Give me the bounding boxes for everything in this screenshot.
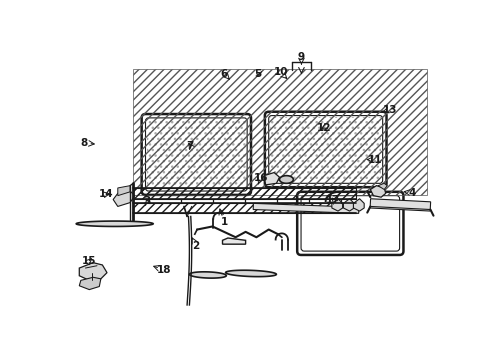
Text: 12: 12 bbox=[316, 123, 330, 133]
Bar bbox=[133, 188, 356, 199]
Polygon shape bbox=[118, 186, 130, 195]
Text: 13: 13 bbox=[382, 105, 396, 115]
Polygon shape bbox=[369, 186, 385, 197]
Bar bbox=[133, 203, 356, 213]
Text: 7: 7 bbox=[186, 141, 194, 151]
Bar bbox=[147, 120, 245, 189]
Polygon shape bbox=[79, 277, 101, 289]
Text: 4: 4 bbox=[408, 188, 415, 198]
Polygon shape bbox=[279, 176, 293, 183]
Polygon shape bbox=[343, 199, 353, 211]
Text: 5: 5 bbox=[254, 69, 261, 79]
Polygon shape bbox=[222, 238, 245, 244]
Polygon shape bbox=[189, 272, 226, 278]
Text: 18: 18 bbox=[157, 265, 171, 275]
Text: 6: 6 bbox=[220, 69, 227, 79]
Polygon shape bbox=[113, 191, 135, 206]
Text: 15: 15 bbox=[82, 256, 97, 266]
Polygon shape bbox=[76, 221, 153, 226]
Text: 10: 10 bbox=[273, 67, 287, 77]
Text: 17: 17 bbox=[325, 195, 340, 205]
Polygon shape bbox=[264, 172, 279, 185]
Text: 8: 8 bbox=[81, 138, 88, 148]
Text: 2: 2 bbox=[192, 240, 199, 251]
Polygon shape bbox=[79, 263, 107, 280]
Polygon shape bbox=[369, 199, 430, 211]
Text: 16: 16 bbox=[253, 173, 267, 183]
Text: 3: 3 bbox=[143, 196, 150, 206]
Text: 11: 11 bbox=[367, 155, 381, 165]
Bar bbox=[270, 117, 380, 182]
Polygon shape bbox=[353, 199, 364, 211]
Polygon shape bbox=[225, 270, 276, 276]
Text: 1: 1 bbox=[220, 217, 227, 227]
Polygon shape bbox=[331, 199, 342, 211]
Bar bbox=[133, 69, 427, 195]
Text: 9: 9 bbox=[297, 51, 305, 62]
Polygon shape bbox=[377, 183, 386, 189]
Text: 14: 14 bbox=[99, 189, 114, 199]
Polygon shape bbox=[253, 203, 358, 213]
